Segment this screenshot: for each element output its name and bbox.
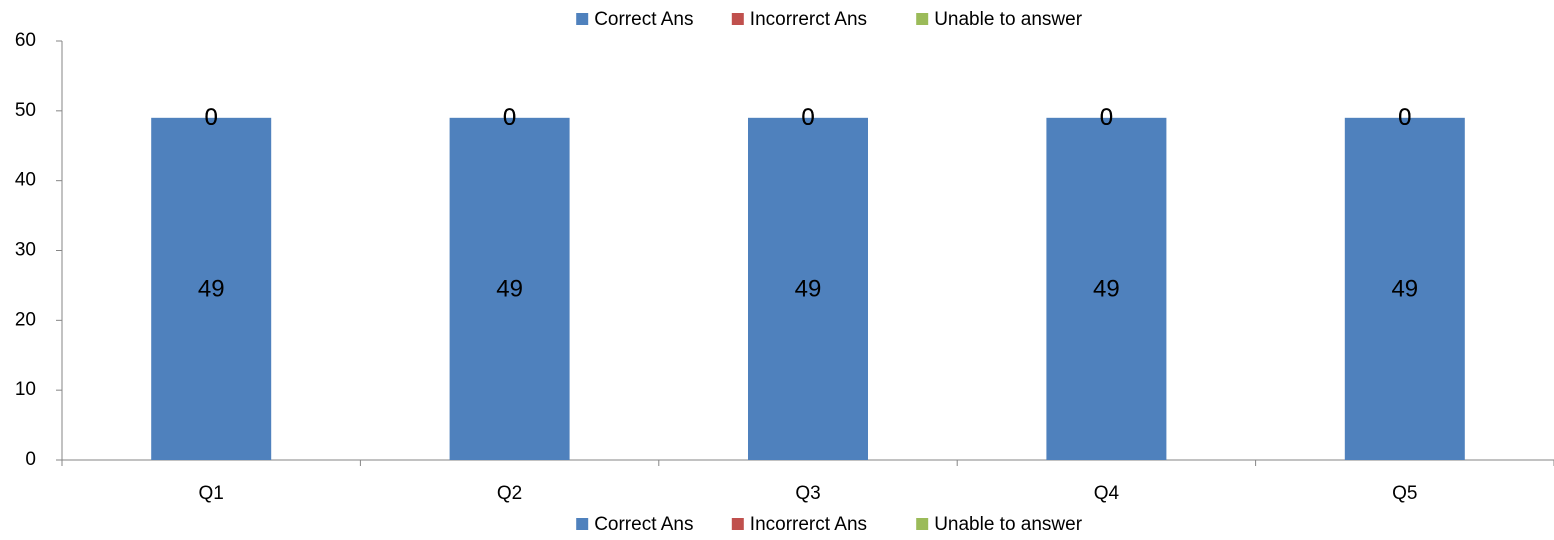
bar-segment (1046, 117, 1167, 461)
data-label: 0 (503, 104, 516, 131)
data-label: 0 (801, 104, 814, 131)
x-tick-label: Q5 (1392, 483, 1417, 504)
data-label: 0 (1100, 104, 1113, 131)
x-tick-label: Q3 (795, 483, 820, 504)
y-tick-label: 30 (15, 240, 36, 261)
legend-swatch (731, 13, 744, 25)
data-label: 49 (795, 275, 822, 302)
data-label: 0 (205, 104, 218, 131)
data-label: 0 (1398, 104, 1411, 131)
legend-swatch (576, 518, 589, 530)
bar-segment (151, 117, 272, 461)
x-tick-label: Q1 (199, 483, 224, 504)
legend-label: Unable to answer (934, 9, 1083, 30)
y-tick-label: 0 (25, 449, 36, 470)
y-tick-label: 50 (15, 100, 36, 121)
data-label: 0 (205, 104, 218, 131)
data-label: 49 (1093, 275, 1120, 302)
y-tick-label: 60 (15, 30, 36, 51)
legend-label: Incorrerct Ans (750, 9, 867, 30)
legend-swatch (576, 13, 589, 25)
legend-swatch (731, 518, 744, 530)
data-label: 0 (1100, 104, 1113, 131)
x-tick-label: Q2 (497, 483, 522, 504)
legend-label: Correct Ans (594, 514, 693, 535)
data-label: 0 (801, 104, 814, 131)
data-label: 49 (198, 275, 225, 302)
bar-segment (449, 117, 570, 461)
data-label: 49 (1391, 275, 1418, 302)
y-tick-label: 40 (15, 170, 36, 191)
legend-label: Unable to answer (934, 514, 1083, 535)
bar-segment (748, 117, 868, 461)
y-tick-label: 10 (15, 379, 36, 400)
data-label: 0 (503, 104, 516, 131)
bar-segment (1344, 117, 1465, 461)
y-tick-label: 20 (15, 309, 36, 330)
x-tick-label: Q4 (1094, 483, 1120, 504)
legend-swatch (916, 13, 929, 25)
legend-label: Correct Ans (594, 9, 693, 30)
data-label: 49 (496, 275, 523, 302)
legend-swatch (916, 518, 929, 530)
legend-label: Incorrerct Ans (750, 514, 867, 535)
data-label: 0 (1398, 104, 1411, 131)
